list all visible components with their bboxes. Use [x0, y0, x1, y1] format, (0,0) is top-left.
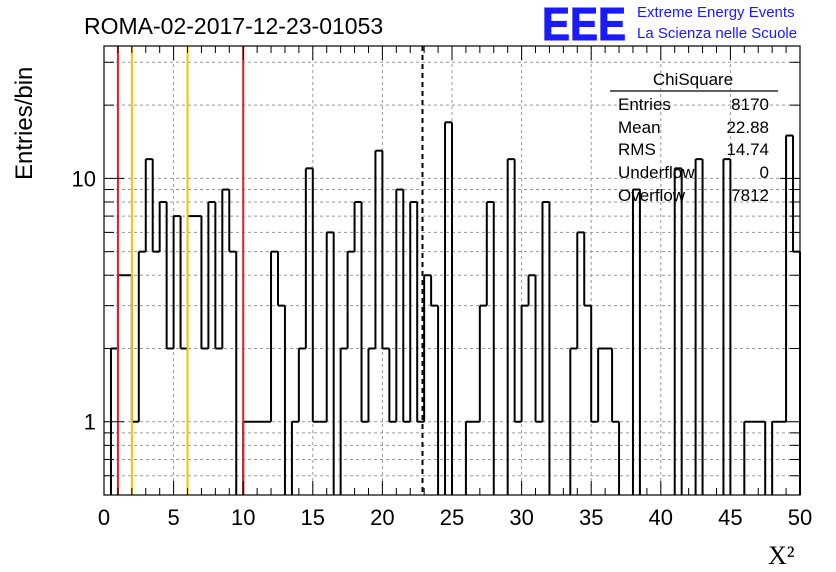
stats-value-rms: 14.74	[726, 140, 769, 159]
x-tick-label: 30	[509, 505, 533, 530]
x-tick-label: 50	[788, 505, 812, 530]
stats-label-overflow: Overflow	[618, 186, 686, 205]
x-tick-label: 0	[98, 505, 110, 530]
x-tick-label: 15	[301, 505, 325, 530]
x-tick-label: 35	[579, 505, 603, 530]
stats-title: ChiSquare	[653, 70, 733, 89]
eee-logo: EEE	[542, 0, 626, 50]
stats-value-mean: 22.88	[726, 118, 769, 137]
run-title: ROMA-02-2017-12-23-01053	[84, 13, 383, 39]
logo-line-1: Extreme Energy Events	[637, 4, 795, 21]
y-tick-label: 1	[84, 410, 96, 435]
y-axis-label: Entries/bin	[11, 67, 38, 180]
stats-value-overflow: 7812	[731, 186, 769, 205]
stats-label-entries: Entries	[618, 95, 671, 114]
logo-line-2: La Scienza nelle Scuole	[637, 25, 797, 42]
stats-box: ChiSquare Entries 8170 Mean 22.88 RMS 14…	[610, 70, 778, 205]
x-axis-label: X²	[768, 541, 795, 570]
y-tick-label: 10	[72, 166, 96, 191]
stats-value-entries: 8170	[731, 95, 769, 114]
stats-label-mean: Mean	[618, 118, 661, 137]
x-tick-label: 20	[370, 505, 394, 530]
stats-value-underflow: 0	[760, 163, 769, 182]
stats-label-rms: RMS	[618, 140, 656, 159]
stats-label-underflow: Underflow	[618, 163, 695, 182]
x-tick-label: 5	[167, 505, 179, 530]
x-tick-label: 45	[718, 505, 742, 530]
reference-lines	[116, 46, 424, 495]
axis-ticks: 0 5 10 15 20 25 30 35 40 45 50 1 10	[72, 46, 812, 530]
x-tick-label: 10	[231, 505, 255, 530]
x-tick-label: 40	[649, 505, 673, 530]
x-tick-label: 25	[440, 505, 464, 530]
